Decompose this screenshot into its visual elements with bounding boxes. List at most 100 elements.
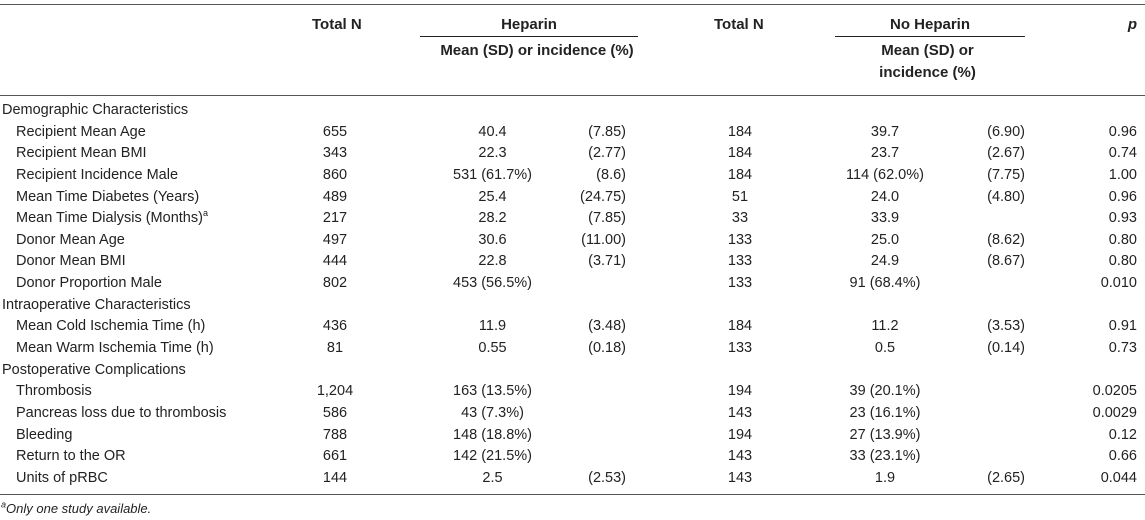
header-heparin-underline [420, 36, 638, 37]
row-label: Mean Time Dialysis (Months)a [16, 208, 208, 230]
no-heparin-total-n-cell: 143 [727, 469, 753, 486]
p-value-cell: 0.73 [1108, 340, 1137, 357]
heparin-value-cell: 142 (21.5%) [453, 448, 532, 465]
footnote-text: Only one study available. [6, 501, 152, 516]
heparin-value-cell: 148 (18.8%) [453, 426, 532, 443]
row-label: Bleeding [16, 425, 72, 447]
heparin-total-n-cell: 655 [322, 123, 348, 140]
no-heparin-total-n-cell: 184 [727, 166, 753, 183]
no-heparin-value-cell: 39.7 [870, 123, 900, 140]
no-heparin-value-cell: 114 (62.0%) [846, 166, 924, 183]
footnote: aOnly one study available. [1, 500, 151, 518]
heparin-value-cell: 30.6 [478, 231, 507, 248]
row-label-text: Donor Mean Age [16, 231, 125, 248]
heparin-value-cell: 453 (56.5%) [453, 275, 532, 292]
header-heparin-subtitle: Mean (SD) or incidence (%) [440, 42, 634, 59]
header-no-heparin-underline [835, 36, 1025, 37]
row-label-text: Recipient Incidence Male [16, 166, 179, 183]
row-label-text: Donor Proportion Male [16, 275, 162, 292]
row-label: Mean Warm Ischemia Time (h) [16, 338, 214, 360]
row-label: Pancreas loss due to thrombosis [16, 403, 226, 425]
no-heparin-sd-cell: (6.90) [987, 123, 1025, 140]
heparin-value-cell: 163 (13.5%) [453, 383, 532, 400]
header-heparin: Heparin [501, 16, 557, 33]
table-row: Recipient Mean BMI 343 22.3 (2.77) 184 23.7 (2… [0, 143, 1145, 165]
heparin-sd-cell: (3.71) [588, 253, 626, 270]
heparin-sd-cell: (0.18) [588, 340, 626, 357]
header-total-n-no-heparin: Total N [714, 16, 764, 33]
section-row: Postoperative Complications [0, 360, 1145, 382]
row-label: Return to the OR [16, 446, 126, 468]
heparin-total-n-cell: 661 [322, 448, 348, 465]
no-heparin-total-n-cell: 184 [727, 123, 753, 140]
p-value-cell: 0.0029 [1092, 404, 1137, 421]
heparin-sd-cell: (2.53) [588, 469, 626, 486]
heparin-total-n-cell: 497 [322, 231, 348, 248]
table-row: Recipient Mean Age 655 40.4 (7.85) 184 39.7 (6… [0, 122, 1145, 144]
section-row: Intraoperative Characteristics [0, 295, 1145, 317]
row-label: Thrombosis [16, 381, 92, 403]
table-row: Bleeding 788 148 (18.8%) 194 27 (13.9%) 0.12 [0, 425, 1145, 447]
no-heparin-sd-cell: (4.80) [987, 188, 1025, 205]
row-label: Recipient Incidence Male [16, 165, 178, 187]
heparin-value-cell: 25.4 [478, 188, 507, 205]
no-heparin-sd-cell: (7.75) [987, 166, 1025, 183]
p-value-cell: 0.93 [1108, 210, 1137, 227]
table-row: Thrombosis 1,204 163 (13.5%) 194 39 (20.1%) 0… [0, 381, 1145, 403]
heparin-total-n-cell: 343 [322, 145, 348, 162]
row-label: Recipient Mean BMI [16, 143, 147, 165]
header-no-heparin: No Heparin [889, 16, 970, 33]
p-value-cell: 0.80 [1108, 231, 1137, 248]
row-label-text: Postoperative Complications [2, 361, 186, 378]
heparin-value-cell: 531 (61.7%) [453, 166, 532, 183]
section-row: Demographic Characteristics [0, 100, 1145, 122]
row-label-text: Intraoperative Characteristics [2, 296, 191, 313]
no-heparin-value-cell: 1.9 [874, 469, 896, 486]
no-heparin-total-n-cell: 143 [727, 448, 753, 465]
row-label-text: Bleeding [16, 426, 73, 443]
p-value-cell: 0.74 [1108, 145, 1137, 162]
no-heparin-total-n-cell: 133 [727, 275, 753, 292]
no-heparin-value-cell: 39 (20.1%) [849, 383, 921, 400]
no-heparin-total-n-cell: 133 [727, 340, 753, 357]
header-p-value: p [1127, 16, 1137, 33]
heparin-value-cell: 22.8 [478, 253, 507, 270]
heparin-total-n-cell: 802 [322, 275, 348, 292]
row-label: Mean Cold Ischemia Time (h) [16, 316, 205, 338]
section-label: Postoperative Complications [2, 360, 186, 382]
heparin-total-n-cell: 1,204 [316, 383, 354, 400]
table-row: Mean Warm Ischemia Time (h) 81 0.55 (0.18) 1… [0, 338, 1145, 360]
p-value-cell: 0.66 [1108, 448, 1137, 465]
header-total-n-heparin: Total N [312, 16, 362, 33]
no-heparin-sd-cell: (3.53) [987, 318, 1025, 335]
table-bottom-rule [0, 494, 1145, 495]
no-heparin-value-cell: 91 (68.4%) [849, 275, 921, 292]
header-rule [0, 95, 1145, 96]
row-label-text: Mean Cold Ischemia Time (h) [16, 318, 206, 335]
no-heparin-value-cell: 23.7 [870, 145, 900, 162]
p-value-cell: 0.91 [1108, 318, 1137, 335]
no-heparin-total-n-cell: 184 [727, 145, 753, 162]
p-value-cell: 0.0205 [1092, 383, 1137, 400]
no-heparin-sd-cell: (2.65) [987, 469, 1025, 486]
row-label-text: Return to the OR [16, 448, 126, 465]
heparin-total-n-cell: 436 [322, 318, 348, 335]
row-label: Donor Proportion Male [16, 273, 162, 295]
no-heparin-sd-cell: (8.67) [987, 253, 1025, 270]
heparin-value-cell: 43 (7.3%) [461, 404, 524, 421]
heparin-total-n-cell: 217 [322, 210, 348, 227]
p-value-cell: 0.96 [1108, 188, 1137, 205]
no-heparin-value-cell: 24.0 [870, 188, 900, 205]
no-heparin-value-cell: 11.2 [871, 318, 899, 335]
no-heparin-total-n-cell: 143 [727, 404, 753, 421]
heparin-value-cell: 40.4 [478, 123, 507, 140]
p-value-cell: 0.010 [1100, 275, 1137, 292]
heparin-total-n-cell: 144 [322, 469, 348, 486]
row-label-text: Mean Time Diabetes (Years) [16, 188, 200, 205]
section-label: Intraoperative Characteristics [2, 295, 191, 317]
row-label: Donor Mean BMI [16, 251, 126, 273]
heparin-total-n-cell: 444 [322, 253, 348, 270]
no-heparin-total-n-cell: 33 [731, 210, 749, 227]
table-row: Mean Time Diabetes (Years) 489 25.4 (24.75)… [0, 187, 1145, 209]
table-row: Mean Time Dialysis (Months)a 217 28.2 (7.85… [0, 208, 1145, 230]
